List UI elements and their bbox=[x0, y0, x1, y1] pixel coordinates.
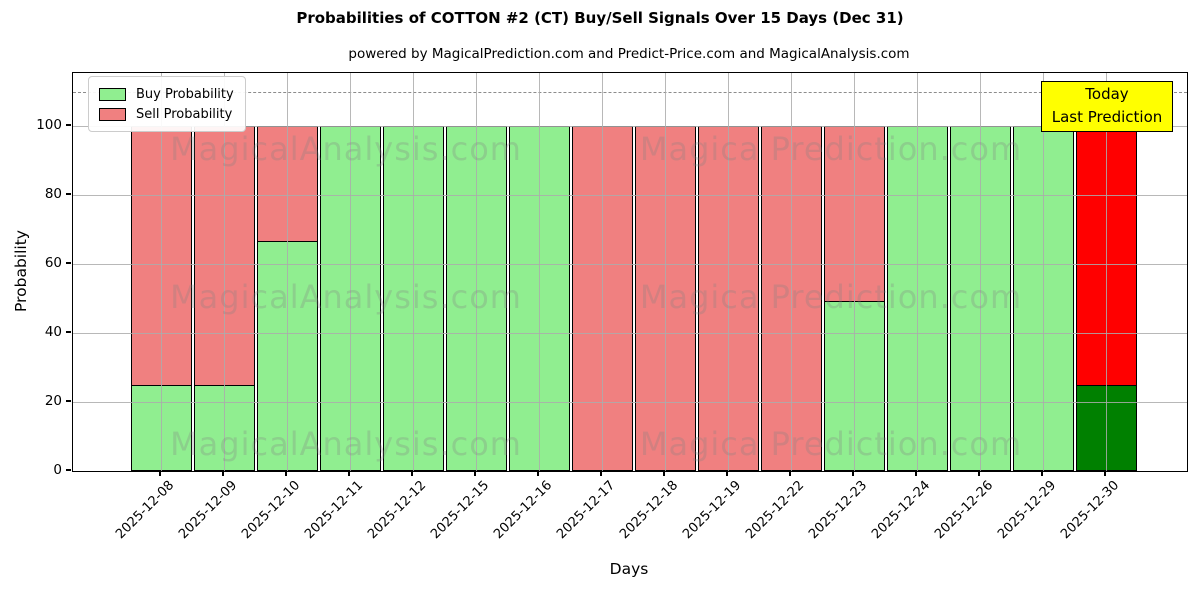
vertical-gridline bbox=[1043, 73, 1044, 471]
vertical-gridline bbox=[980, 73, 981, 471]
x-tick-label: 2025-12-24 bbox=[869, 478, 934, 543]
vertical-gridline bbox=[476, 73, 477, 471]
x-tickmark bbox=[474, 471, 476, 476]
x-tickmark bbox=[1041, 471, 1043, 476]
y-tickmark bbox=[66, 331, 71, 333]
vertical-gridline bbox=[665, 73, 666, 471]
x-tickmark bbox=[285, 471, 287, 476]
y-tick-label: 20 bbox=[44, 393, 62, 410]
vertical-gridline bbox=[224, 73, 225, 471]
annotation-line-today: Today bbox=[1085, 85, 1129, 103]
legend-item-buy: Buy Probability bbox=[99, 84, 234, 104]
vertical-gridline bbox=[854, 73, 855, 471]
sell-probability-swatch bbox=[99, 107, 126, 121]
x-tick-label: 2025-12-29 bbox=[995, 478, 1060, 543]
x-tick-label: 2025-12-26 bbox=[932, 478, 997, 543]
x-tickmark bbox=[915, 471, 917, 476]
vertical-gridline bbox=[287, 73, 288, 471]
y-tickmark bbox=[66, 193, 71, 195]
watermark-magicalanalysis: MagicalAnalysis.com bbox=[170, 130, 522, 168]
x-tickmark bbox=[348, 471, 350, 476]
vertical-gridline bbox=[728, 73, 729, 471]
watermark-magicalprediction: Magica Prediction.com bbox=[639, 130, 1023, 168]
horizontal-gridline bbox=[73, 126, 1187, 128]
x-tick-label: 2025-12-22 bbox=[743, 478, 808, 543]
today-last-prediction-annotation: Today Last Prediction bbox=[1041, 81, 1173, 132]
x-tick-label: 2025-12-23 bbox=[806, 478, 871, 543]
x-tick-label: 2025-12-12 bbox=[365, 478, 430, 543]
x-tick-label: 2025-12-11 bbox=[302, 478, 367, 543]
x-tickmark bbox=[726, 471, 728, 476]
dashed-reference-line bbox=[73, 91, 1187, 93]
watermark-magicalanalysis: MagicalAnalysis.com bbox=[170, 277, 522, 316]
y-tick-label: 0 bbox=[53, 462, 62, 478]
x-tick-label: 2025-12-10 bbox=[239, 478, 304, 543]
horizontal-gridline bbox=[73, 333, 1187, 335]
horizontal-gridline bbox=[73, 402, 1187, 404]
watermark-magicalanalysis: MagicalAnalysis.com bbox=[170, 425, 522, 463]
x-tickmark bbox=[411, 471, 413, 476]
y-tick-label: 80 bbox=[44, 186, 62, 203]
y-tickmark bbox=[66, 124, 71, 126]
x-tick-label: 2025-12-19 bbox=[680, 478, 745, 543]
vertical-gridline bbox=[539, 73, 540, 471]
vertical-gridline bbox=[917, 73, 918, 471]
x-tick-label: 2025-12-17 bbox=[554, 478, 619, 543]
x-tickmark bbox=[852, 471, 854, 476]
x-tickmark bbox=[222, 471, 224, 476]
y-axis-label: Probability bbox=[12, 230, 30, 312]
x-tick-label: 2025-12-09 bbox=[176, 478, 241, 543]
vertical-gridline bbox=[161, 73, 162, 471]
x-tick-label: 2025-12-08 bbox=[113, 478, 178, 543]
legend-label-sell: Sell Probability bbox=[136, 106, 233, 122]
x-tick-label: 2025-12-18 bbox=[617, 478, 682, 543]
vertical-gridline bbox=[413, 73, 414, 471]
x-tickmark bbox=[663, 471, 665, 476]
x-tickmark bbox=[537, 471, 539, 476]
y-tick-label: 40 bbox=[44, 324, 62, 341]
vertical-gridline bbox=[602, 73, 603, 471]
plot-area: Buy Probability Sell Probability Today L… bbox=[72, 72, 1188, 472]
buy-probability-swatch bbox=[99, 87, 126, 101]
x-tick-label: 2025-12-15 bbox=[428, 478, 493, 543]
watermark-magicalprediction: Magica Prediction.com bbox=[639, 277, 1023, 316]
y-tickmark bbox=[66, 469, 71, 471]
y-tickmark bbox=[66, 400, 71, 402]
vertical-gridline bbox=[791, 73, 792, 471]
horizontal-gridline bbox=[73, 195, 1187, 197]
legend: Buy Probability Sell Probability bbox=[88, 76, 246, 132]
x-tickmark bbox=[978, 471, 980, 476]
y-tick-label: 60 bbox=[44, 255, 62, 272]
vertical-gridline bbox=[1106, 73, 1107, 471]
x-tick-label: 2025-12-16 bbox=[491, 478, 556, 543]
chart-title: Probabilities of COTTON #2 (CT) Buy/Sell… bbox=[296, 9, 904, 27]
y-tick-label: 100 bbox=[36, 117, 62, 134]
legend-item-sell: Sell Probability bbox=[99, 104, 234, 124]
x-tickmark bbox=[600, 471, 602, 476]
x-tick-label: 2025-12-30 bbox=[1058, 478, 1123, 543]
chart-subtitle: powered by MagicalPrediction.com and Pre… bbox=[348, 46, 910, 62]
annotation-line-last-prediction: Last Prediction bbox=[1051, 107, 1163, 126]
x-tickmark bbox=[159, 471, 161, 476]
x-tickmark bbox=[789, 471, 791, 476]
vertical-gridline bbox=[350, 73, 351, 471]
legend-label-buy: Buy Probability bbox=[136, 86, 234, 102]
horizontal-gridline bbox=[73, 264, 1187, 266]
watermark-magicalprediction: Magica Prediction.com bbox=[639, 425, 1023, 463]
x-tickmark bbox=[1104, 471, 1106, 476]
x-axis-label: Days bbox=[609, 560, 649, 578]
y-tickmark bbox=[66, 262, 71, 264]
